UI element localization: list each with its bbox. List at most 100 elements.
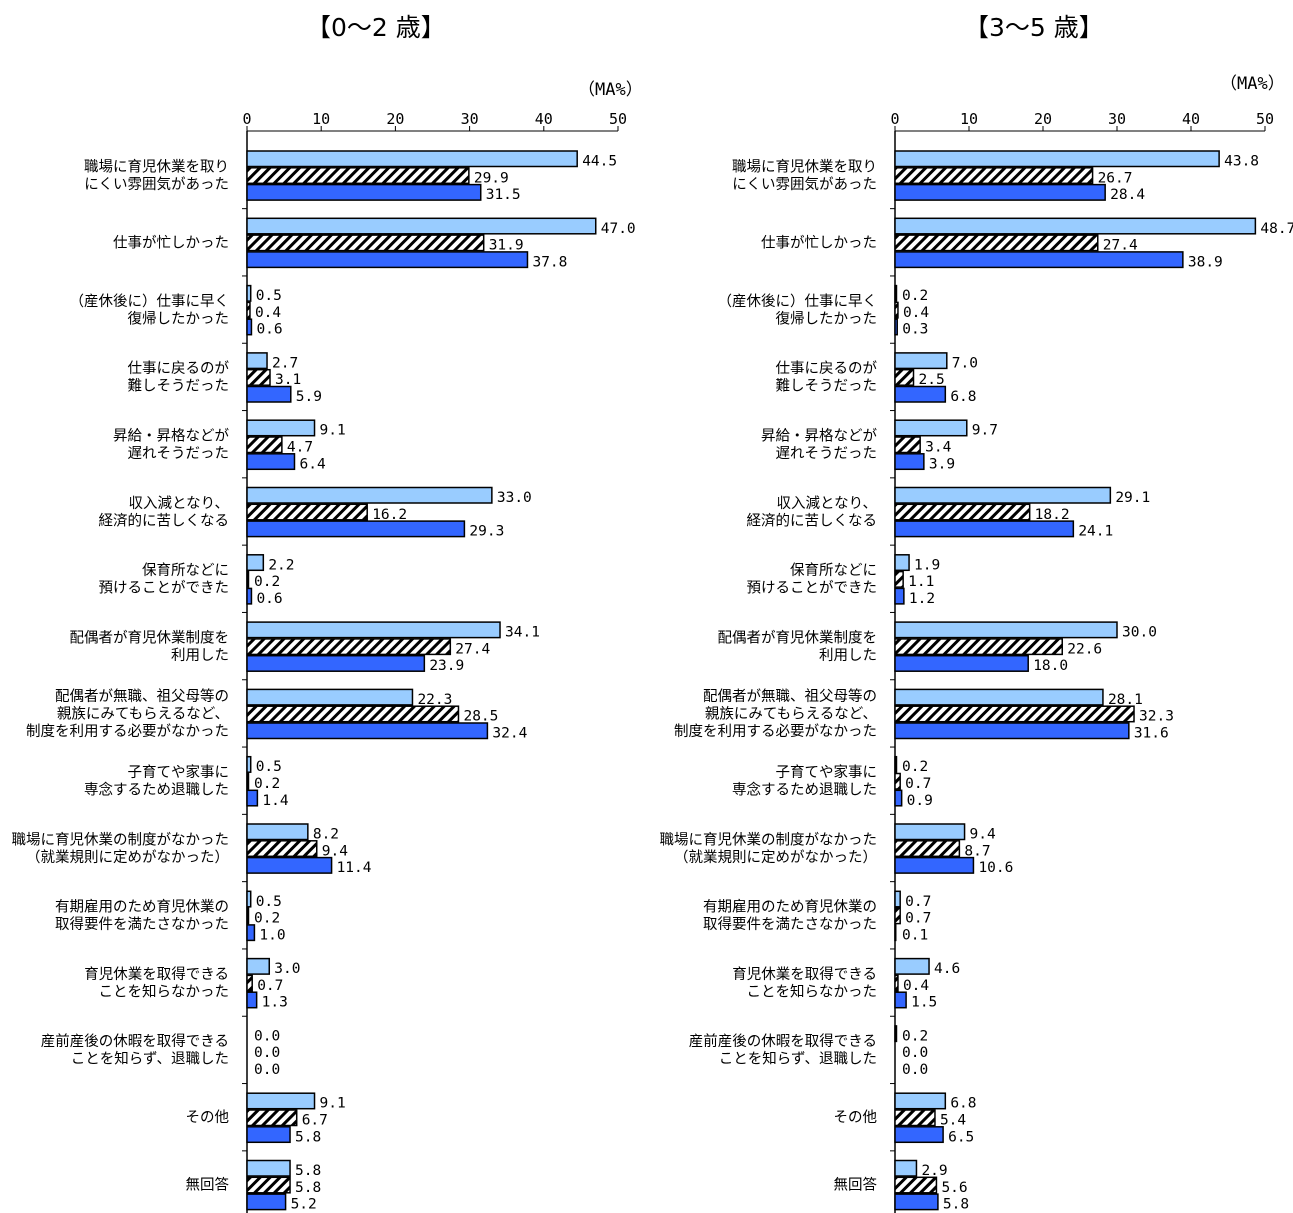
bar-blue (894, 924, 897, 942)
data-label: 8.2 (313, 827, 339, 843)
category-label: 収入減となり、経済的に苦しくなる (747, 495, 878, 530)
bar-blue (894, 318, 898, 336)
bar-hatched (246, 974, 253, 992)
bar-hatched (246, 772, 250, 790)
data-label: 3.0 (274, 961, 300, 977)
bar-blue (894, 856, 975, 874)
bar-light-blue (894, 890, 901, 908)
data-label: 0.7 (905, 776, 931, 792)
bar-hatched (246, 301, 251, 319)
bar-blue (246, 453, 296, 471)
data-label: 5.8 (295, 1163, 321, 1179)
data-label: 16.2 (372, 507, 407, 523)
category-label: 配偶者が育児休業制度を利用した (718, 629, 878, 664)
category-label: 産前産後の休暇を取得できることを知らず、退職した (41, 1033, 229, 1068)
category-label: 職場に育児休業の制度がなかった（就業規則に定めがなかった） (660, 831, 878, 866)
bar-hatched (246, 570, 250, 588)
bar-hatched (894, 167, 1094, 185)
data-label: 3.4 (925, 440, 951, 456)
x-tick-label: 50 (1256, 110, 1274, 128)
bar-light-blue (894, 352, 948, 370)
data-label: 28.1 (1108, 692, 1143, 708)
bar-blue (246, 924, 256, 942)
category-label: その他 (834, 1109, 878, 1126)
bar-blue (894, 587, 905, 605)
data-label: 0.1 (902, 927, 928, 943)
x-tick-label: 50 (609, 110, 627, 128)
data-label: 6.8 (950, 1096, 976, 1112)
data-label: 5.6 (941, 1180, 967, 1196)
bar-light-blue (894, 957, 930, 975)
data-label: 0.7 (905, 911, 931, 927)
bar-chart-age-3-5: 0 10 20 30 40 50職場に育児休業を取りにくい雰囲気があった43.826.72… (660, 110, 1293, 1213)
bar-hatched (894, 234, 1099, 252)
data-label: 0.0 (254, 1062, 280, 1078)
data-label: 32.4 (492, 726, 527, 742)
data-label: 2.9 (921, 1163, 947, 1179)
data-label: 1.1 (908, 574, 934, 590)
bar-hatched (246, 840, 318, 858)
bar-light-blue (894, 1159, 918, 1177)
data-label: 0.6 (256, 322, 282, 338)
bar-blue (894, 991, 907, 1009)
category-label: その他 (186, 1109, 230, 1126)
category-label: 職場に育児休業の制度がなかった（就業規則に定めがなかった） (12, 831, 230, 866)
bar-blue (246, 722, 489, 740)
data-label: 3.1 (275, 372, 301, 388)
data-label: 1.9 (914, 557, 940, 573)
data-label: 6.7 (302, 1113, 328, 1129)
bar-hatched (894, 436, 921, 454)
bar-blue (246, 385, 292, 403)
bar-light-blue (246, 217, 597, 235)
data-label: 3.9 (929, 456, 955, 472)
bar-blue (246, 1193, 287, 1211)
x-tick-label: 20 (1034, 110, 1052, 128)
bar-hatched (894, 705, 1135, 723)
data-label: 0.0 (254, 1028, 280, 1044)
bar-light-blue (894, 688, 1104, 706)
bar-blue (246, 856, 333, 874)
data-label: 22.6 (1067, 641, 1102, 657)
category-label: 子育てや家事に専念するため退職した (84, 764, 229, 799)
data-label: 0.0 (254, 1045, 280, 1061)
data-label: 44.5 (582, 154, 617, 170)
data-label: 11.4 (337, 860, 372, 876)
bar-light-blue (894, 486, 1112, 504)
bar-blue (894, 722, 1130, 740)
category-label: 育児休業を取得できることを知らなかった (84, 966, 229, 1001)
bar-hatched (246, 1176, 291, 1194)
bar-hatched (894, 1109, 936, 1127)
data-label: 2.2 (268, 557, 294, 573)
category-label: 育児休業を取得できることを知らなかった (732, 966, 877, 1001)
x-tick-label: 0 (242, 110, 251, 128)
data-label: 48.7 (1260, 221, 1293, 237)
data-label: 43.8 (1224, 154, 1259, 170)
data-label: 6.4 (299, 456, 325, 472)
bar-blue (894, 183, 1106, 201)
category-label: 仕事に戻るのが難しそうだった (128, 360, 230, 395)
data-label: 6.5 (948, 1129, 974, 1145)
bar-light-blue (246, 554, 265, 572)
category-label: 保育所などに預けることができた (747, 562, 878, 597)
category-label: 配偶者が無職、祖父母等の親族にみてもらえるなど、制度を利用する必要がなかった (674, 687, 877, 740)
data-label: 0.2 (254, 776, 280, 792)
data-label: 9.4 (322, 843, 348, 859)
chart-title: 【0～2 歳】 (306, 13, 446, 42)
data-label: 0.6 (256, 591, 282, 607)
bar-hatched (246, 705, 460, 723)
bar-hatched (246, 368, 271, 386)
data-label: 28.4 (1110, 187, 1145, 203)
category-label: 昇給・昇格などが遅れそうだった (761, 427, 877, 462)
x-tick-label: 0 (890, 110, 899, 128)
bar-light-blue (246, 755, 252, 773)
data-label: 0.0 (902, 1045, 928, 1061)
category-label: 保育所などに預けることができた (99, 562, 230, 597)
bar-blue (246, 1126, 291, 1144)
bar-blue (246, 789, 259, 807)
data-label: 0.2 (902, 759, 928, 775)
bar-blue (246, 654, 426, 672)
unit-label: （MA%） (578, 80, 643, 100)
category-label: 無回答 (186, 1177, 230, 1194)
category-label: 配偶者が無職、祖父母等の親族にみてもらえるなど、制度を利用する必要がなかった (26, 687, 229, 740)
data-label: 5.8 (295, 1129, 321, 1145)
